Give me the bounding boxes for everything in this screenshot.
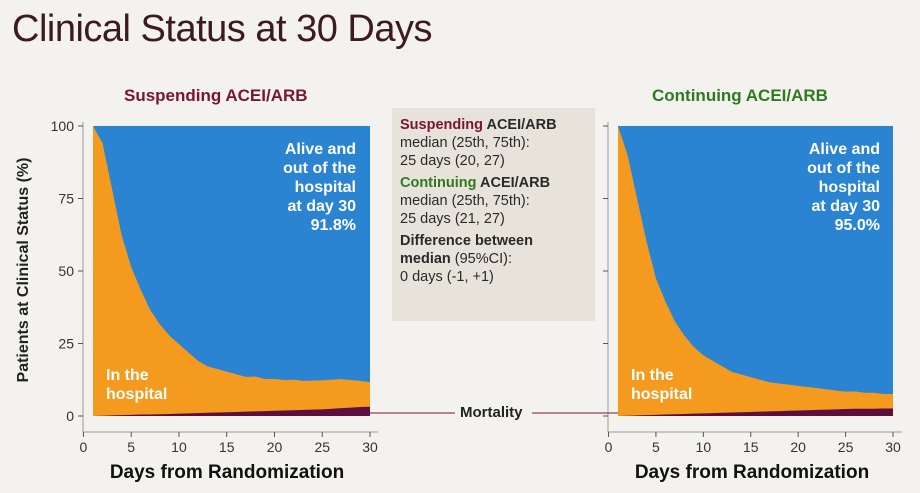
x-tick-label: 30: [885, 439, 901, 455]
x-tick-label: 0: [80, 439, 88, 455]
annotation-value: 91.8%: [310, 217, 356, 234]
y-tick-label: 25: [58, 336, 74, 352]
x-tick-label: 10: [171, 439, 187, 455]
annotation-line: out of the: [807, 160, 880, 177]
suspending-median-value: 25 days (20, 27): [400, 153, 505, 169]
x-tick-label: 15: [743, 439, 759, 455]
y-tick-label: 100: [51, 118, 75, 134]
suspending-median-label: median (25th, 75th):: [400, 135, 530, 151]
x-tick-label: 25: [838, 439, 854, 455]
hospital-area: [93, 126, 370, 416]
annotation-line: hospital: [818, 179, 880, 196]
mortality-area: [93, 406, 370, 416]
x-tick-label: 5: [127, 439, 135, 455]
continuing-summary: Continuing ACEI/ARB median (25th, 75th):…: [400, 174, 595, 228]
continuing-keyword: Continuing: [400, 175, 477, 191]
annotation-line: In the: [106, 367, 149, 384]
annotation-line: Alive and: [284, 141, 356, 158]
annotation-line: In the: [631, 367, 674, 384]
mortality-area: [618, 408, 893, 416]
chart-right-alive-annotation: Alive and out of the hospital at day 30 …: [760, 140, 880, 235]
annotation-line: out of the: [283, 160, 356, 177]
hospital-area: [618, 126, 893, 416]
chart-right-title: Continuing ACEI/ARB: [652, 86, 828, 105]
x-tick-label: 20: [790, 439, 806, 455]
annotation-line: at day 30: [287, 198, 356, 215]
chart-left-alive-annotation: Alive and out of the hospital at day 30 …: [236, 140, 356, 235]
x-tick-label: 15: [219, 439, 235, 455]
x-tick-label: 10: [696, 439, 712, 455]
chart-left-title: Suspending ACEI/ARB: [124, 86, 308, 105]
chart-left-hospital-annotation: In the hospital: [106, 366, 167, 404]
y-tick-label: 50: [58, 263, 74, 279]
median-summary-box: Suspending ACEI/ARB median (25th, 75th):…: [392, 108, 595, 321]
suspending-rest: ACEI/ARB: [482, 117, 557, 133]
y-tick-label: 75: [58, 191, 74, 207]
continuing-rest: ACEI/ARB: [476, 175, 551, 191]
annotation-line: at day 30: [811, 198, 880, 215]
difference-heading: Difference between: [400, 233, 533, 249]
chart-right-hospital-annotation: In the hospital: [631, 366, 692, 404]
chart-right-x-axis-label: Days from Randomization: [634, 462, 870, 483]
difference-ci-label: (95%CI):: [450, 251, 513, 267]
annotation-line: Alive and: [808, 141, 880, 158]
difference-heading-2: median: [400, 251, 451, 267]
suspending-summary: Suspending ACEI/ARB median (25th, 75th):…: [400, 116, 595, 170]
x-tick-label: 30: [362, 439, 378, 455]
difference-value: 0 days (-1, +1): [400, 269, 494, 285]
suspending-keyword: Suspending: [400, 117, 483, 133]
continuing-median-value: 25 days (21, 27): [400, 211, 505, 227]
x-tick-label: 25: [314, 439, 330, 455]
annotation-line: hospital: [631, 386, 693, 403]
continuing-median-label: median (25th, 75th):: [400, 193, 530, 209]
x-tick-label: 0: [605, 439, 613, 455]
mortality-label: Mortality: [458, 404, 525, 421]
chart-left-x-axis-label: Days from Randomization: [109, 462, 345, 483]
x-tick-label: 5: [652, 439, 660, 455]
slide-title: Clinical Status at 30 Days: [12, 8, 432, 50]
difference-summary: Difference between median (95%CI): 0 day…: [400, 232, 595, 286]
annotation-value: 95.0%: [834, 217, 880, 234]
x-tick-label: 20: [267, 439, 283, 455]
annotation-line: hospital: [294, 179, 356, 196]
y-tick-label: 0: [66, 408, 74, 424]
annotation-line: hospital: [106, 386, 168, 403]
